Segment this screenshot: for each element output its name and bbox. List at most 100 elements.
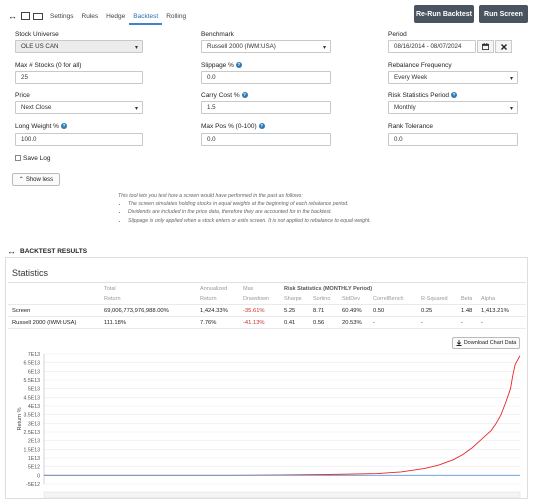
benchmark-select[interactable]: Russell 2000 (IWM:USA) ▾	[201, 40, 331, 53]
series-line-screen	[44, 355, 521, 476]
alpha-value: -	[481, 320, 483, 326]
rank-tolerance-input[interactable]: 0.0	[388, 133, 518, 146]
info-bullet: Slippage is only applied when a stock en…	[128, 217, 371, 225]
tab-bar: Settings Rules Hedge Backtest Rolling	[46, 13, 190, 25]
help-icon[interactable]: ?	[235, 62, 242, 69]
col-header-max: Max	[243, 286, 254, 292]
slippage-input[interactable]: 0.0	[201, 71, 331, 84]
annualized-return-value: 7.76%	[200, 320, 217, 326]
col-header-sharpe: Sharpe	[284, 296, 302, 302]
save-log-label: Save Log	[23, 155, 51, 162]
return-chart-svg: 7E13 6.5E13 6E13 5.5E13 5E13 4.5E13 4E13 3.5E13…	[17, 352, 521, 499]
col-header-sortino: Sortino	[313, 296, 331, 302]
chevron-down-icon: ▾	[509, 106, 513, 112]
rebalance-frequency-select[interactable]: Every Week ▾	[388, 71, 518, 84]
risk-period-value: Monthly	[394, 104, 416, 111]
y-tick-label: 1E13	[28, 456, 40, 462]
download-chart-data-button[interactable]: Download Chart Data	[452, 337, 520, 349]
y-tick-label: 3E13	[28, 421, 40, 427]
tab-backtest[interactable]: Backtest	[129, 13, 163, 25]
rerun-backtest-button[interactable]: Re-Run Backtest	[414, 5, 474, 23]
expand-arrows-icon[interactable]: ↔	[8, 11, 17, 21]
help-icon[interactable]: ?	[241, 92, 248, 99]
y-tick-label: 5E12	[28, 465, 40, 471]
stddev-value: 20.53%	[342, 320, 362, 326]
save-log-checkbox[interactable]	[15, 155, 21, 161]
tab-settings[interactable]: Settings	[50, 13, 74, 20]
long-weight-label-text: Long Weight %	[15, 123, 59, 130]
y-tick-label: 2E13	[28, 439, 40, 445]
carry-cost-input[interactable]: 1.5	[201, 101, 331, 114]
top-bar: ↔ Settings Rules Hedge Backtest Rolling …	[0, 0, 535, 30]
show-less-label: Show less	[25, 176, 54, 183]
sharpe-value: 0.41	[284, 320, 296, 326]
risk-statistics-period-select[interactable]: Monthly ▾	[388, 101, 518, 114]
max-drawdown-value: -41.13%	[243, 320, 265, 326]
risk-period-label-text: Risk Statistics Period	[388, 92, 450, 99]
col-header-correlbench: CorrelBench	[373, 296, 404, 302]
tab-rolling[interactable]: Rolling	[166, 13, 187, 20]
show-less-button[interactable]: ⌃ Show less	[12, 173, 60, 186]
expand-arrows-icon[interactable]: ↔	[7, 246, 16, 256]
max-pos-input[interactable]: 0.0	[201, 133, 331, 146]
y-tick-label: 5.5E13	[24, 378, 41, 384]
return-chart: 7E13 6.5E13 6E13 5.5E13 5E13 4.5E13 4E13 3.5E13…	[0, 350, 535, 499]
divider	[8, 304, 526, 305]
slippage-label-text: Slippage %	[201, 62, 234, 69]
beta-value: -	[461, 320, 463, 326]
tab-rules[interactable]: Rules	[81, 13, 99, 20]
y-tick-label: 6E13	[28, 369, 40, 375]
calendar-icon[interactable]	[477, 40, 494, 53]
risk-statistics-period-label: Risk Statistics Period?	[388, 92, 458, 99]
single-pane-icon[interactable]	[21, 12, 30, 20]
row-name: Screen	[12, 308, 31, 314]
price-select[interactable]: Next Close ▾	[15, 101, 143, 114]
long-weight-input[interactable]: 100.0	[15, 133, 143, 146]
help-icon[interactable]: ?	[451, 92, 458, 99]
slippage-label: Slippage %?	[201, 62, 242, 69]
price-label: Price	[15, 92, 30, 99]
y-tick-label: 1.5E13	[24, 447, 41, 453]
y-tick-label: 5E13	[28, 387, 40, 393]
y-tick-label: 4E13	[28, 404, 40, 410]
run-screen-button[interactable]: Run Screen	[479, 5, 528, 23]
long-weight-value: 100.0	[21, 136, 37, 143]
col-header-total-sub: Return	[104, 296, 121, 302]
beta-value: 1.48	[461, 308, 473, 314]
split-pane-icon[interactable]	[33, 12, 43, 20]
info-intro: This tool lets you test how a screen wou…	[118, 193, 303, 199]
col-header-total: Total	[104, 286, 116, 292]
help-icon[interactable]: ?	[258, 123, 265, 130]
rank-tolerance-label: Rank Tolerance	[388, 123, 434, 130]
period-label: Period	[388, 31, 407, 38]
risk-statistics-group-header: Risk Statistics (MONTHLY Period)	[284, 286, 373, 292]
carry-cost-label: Carry Cost %?	[201, 92, 248, 99]
chevron-down-icon: ▾	[134, 106, 138, 112]
rsquared-value: 0.25	[421, 308, 433, 314]
tab-hedge[interactable]: Hedge	[106, 13, 126, 20]
correlbench-value: -	[373, 320, 375, 326]
rank-tolerance-value: 0.0	[394, 136, 403, 143]
period-input[interactable]: 08/16/2014 - 08/07/2024	[388, 40, 476, 53]
divider	[8, 316, 526, 317]
help-icon[interactable]: ?	[60, 123, 67, 130]
stock-universe-select[interactable]: OLE US CAN ▾	[15, 40, 143, 53]
max-stocks-input[interactable]: 25	[15, 71, 143, 84]
y-tick-label: 6.5E13	[24, 361, 41, 367]
row-name: Russell 2000 (IWM:USA)	[12, 320, 77, 326]
chart-navigator[interactable]	[43, 491, 521, 499]
total-return-value: 111.18%	[104, 320, 127, 326]
col-header-max-sub: Drawdown	[243, 296, 269, 302]
statistics-title: Statistics	[12, 268, 49, 278]
download-icon	[456, 340, 462, 346]
info-bullet: The screen simulates holding stocks in e…	[128, 200, 371, 208]
annualized-return-value: 1,424.33%	[200, 308, 228, 314]
clear-period-button[interactable]	[495, 40, 512, 53]
rsquared-value: -	[421, 320, 423, 326]
benchmark-value: Russell 2000 (IWM:USA)	[207, 43, 276, 50]
col-header-beta: Beta	[461, 296, 473, 302]
download-label: Download Chart Data	[463, 340, 517, 346]
col-header-stddev: StdDev	[342, 296, 361, 302]
divider	[8, 328, 526, 329]
max-pos-label-text: Max Pos % (0-100)	[201, 123, 257, 130]
